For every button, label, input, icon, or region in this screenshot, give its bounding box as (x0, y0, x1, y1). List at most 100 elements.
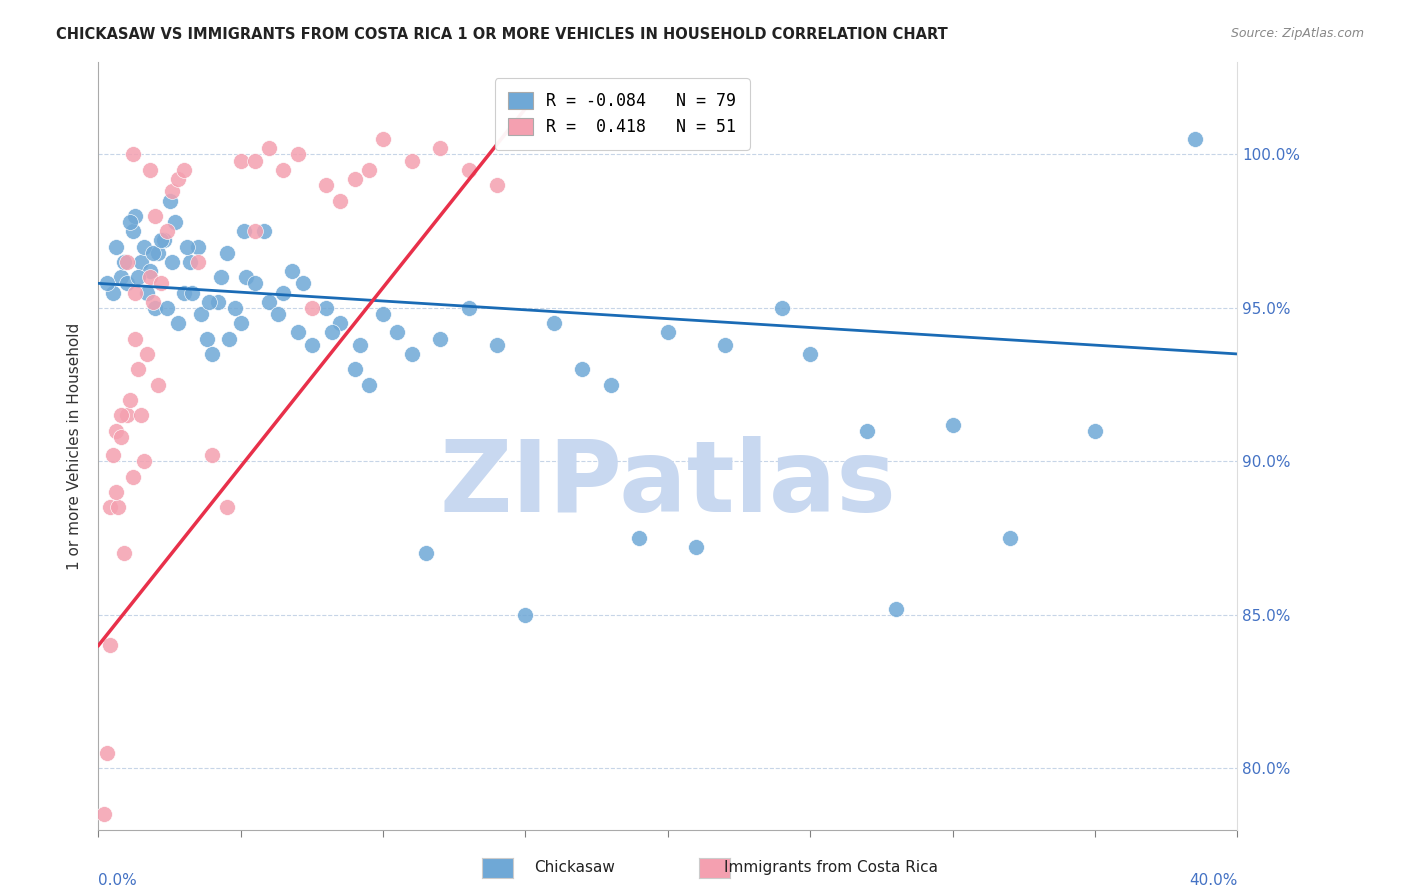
Point (124, 209, 146, 223)
Point (198, 294, 221, 309)
Point (218, 332, 240, 346)
Point (107, 500, 129, 515)
Point (138, 270, 160, 285)
Point (457, 162, 479, 177)
Point (884, 601, 907, 615)
Point (162, 184, 184, 198)
Point (167, 172, 190, 186)
Point (429, 332, 451, 346)
Point (138, 264, 160, 278)
Point (856, 424, 879, 438)
Point (770, 301, 793, 315)
Point (162, 255, 184, 269)
Text: 40.0%: 40.0% (1189, 872, 1237, 888)
Point (124, 332, 146, 346)
Point (129, 255, 152, 269)
Point (415, 546, 437, 560)
Point (281, 264, 304, 278)
Point (371, 307, 394, 321)
Point (118, 392, 141, 407)
Point (115, 277, 138, 291)
Point (232, 224, 254, 238)
Point (243, 153, 266, 168)
Point (153, 234, 176, 248)
Point (167, 316, 190, 330)
Point (112, 546, 135, 560)
Point (104, 239, 127, 253)
Point (685, 541, 707, 555)
Point (357, 162, 380, 177)
Point (357, 377, 380, 392)
Point (104, 424, 127, 438)
Point (115, 409, 138, 423)
Point (942, 417, 965, 432)
Point (714, 337, 737, 351)
Point (600, 377, 623, 392)
Point (190, 307, 212, 321)
Point (207, 294, 229, 309)
Point (273, 285, 295, 300)
Point (998, 531, 1021, 545)
Point (401, 153, 423, 168)
Point (127, 362, 149, 376)
Point (343, 172, 366, 186)
Point (145, 301, 167, 315)
Point (132, 454, 155, 468)
Point (329, 316, 352, 330)
Text: Source: ZipAtlas.com: Source: ZipAtlas.com (1230, 27, 1364, 40)
Point (215, 500, 238, 515)
Point (93, 807, 115, 822)
Point (96, 277, 118, 291)
Point (173, 162, 195, 177)
Point (235, 270, 257, 285)
Point (176, 239, 198, 253)
Point (571, 362, 593, 376)
Point (315, 178, 337, 193)
Point (138, 162, 160, 177)
Text: 0.0%: 0.0% (98, 872, 138, 888)
Point (201, 347, 224, 361)
Point (287, 147, 309, 161)
Point (292, 277, 315, 291)
Point (98, 500, 121, 515)
Point (371, 132, 394, 146)
Point (141, 294, 163, 309)
Point (215, 245, 238, 260)
Point (110, 270, 132, 285)
Point (486, 178, 509, 193)
Point (229, 316, 252, 330)
Point (201, 448, 224, 462)
Point (135, 285, 157, 300)
Legend: R = -0.084   N = 79, R =  0.418   N = 51: R = -0.084 N = 79, R = 0.418 N = 51 (495, 78, 749, 150)
Point (104, 485, 127, 500)
Point (129, 409, 152, 423)
Point (156, 301, 179, 315)
Point (156, 224, 179, 238)
Point (229, 153, 252, 168)
Point (259, 294, 281, 309)
Point (96, 746, 118, 760)
Point (301, 301, 323, 315)
Point (429, 141, 451, 155)
Point (209, 270, 232, 285)
Point (110, 430, 132, 444)
Text: CHICKASAW VS IMMIGRANTS FROM COSTA RICA 1 OR MORE VEHICLES IN HOUSEHOLD CORRELAT: CHICKASAW VS IMMIGRANTS FROM COSTA RICA … (56, 27, 948, 42)
Point (159, 194, 181, 208)
Point (252, 224, 274, 238)
Point (127, 270, 149, 285)
Point (329, 194, 352, 208)
Point (98, 639, 121, 653)
Point (273, 162, 295, 177)
Point (315, 301, 337, 315)
Point (515, 607, 537, 622)
Point (124, 285, 146, 300)
Point (243, 277, 266, 291)
Point (145, 209, 167, 223)
Point (101, 285, 124, 300)
Point (321, 326, 343, 340)
Point (267, 307, 290, 321)
Point (799, 347, 821, 361)
Point (187, 255, 209, 269)
Point (224, 301, 246, 315)
Point (165, 215, 187, 229)
